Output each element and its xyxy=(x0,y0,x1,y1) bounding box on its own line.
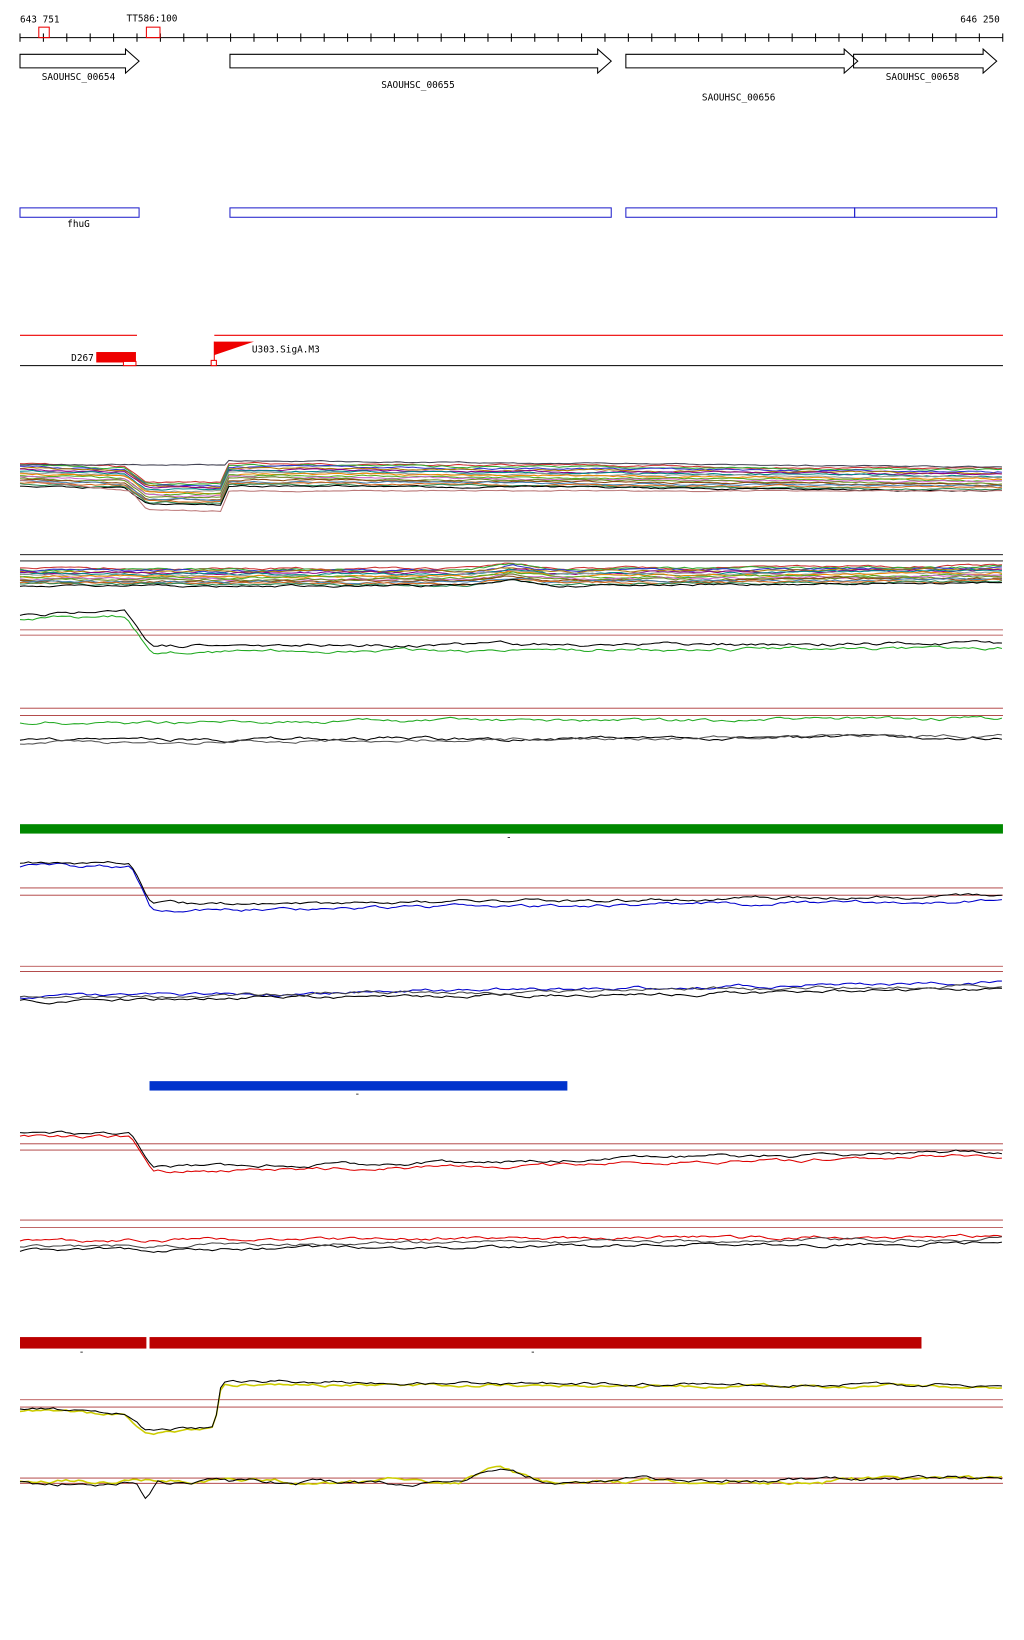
ruler-ticks xyxy=(19,33,1004,42)
signal-line xyxy=(19,987,1002,1005)
track-bar xyxy=(149,1337,922,1349)
signal-tracks xyxy=(19,459,1003,1500)
signal-line xyxy=(19,479,1003,502)
gene-label: SAOUHSC_00658 xyxy=(886,72,960,83)
feature-block xyxy=(210,359,217,367)
marker xyxy=(145,26,161,39)
signal-line xyxy=(19,861,1002,906)
signal-line xyxy=(19,715,1003,726)
gene-label: SAOUHSC_00655 xyxy=(381,80,454,91)
signal-line xyxy=(19,980,1002,1000)
signal-line xyxy=(19,479,1002,512)
gene-label: SAOUHSC_00654 xyxy=(42,72,116,83)
signal-line xyxy=(19,463,1002,486)
ruler-end: 646 250 xyxy=(960,14,1000,25)
signal-line xyxy=(19,570,1003,579)
signal-line xyxy=(19,469,1002,491)
marker xyxy=(38,26,50,39)
signal-line xyxy=(19,464,1002,487)
signal-line xyxy=(19,484,1002,506)
annotation-label: fhuG xyxy=(67,219,90,230)
signal-line xyxy=(19,475,1002,498)
signal-line xyxy=(19,567,1002,574)
signal-line xyxy=(19,734,1003,743)
feature-block xyxy=(96,352,136,363)
annotation-box xyxy=(229,207,612,218)
feature-label: D267 xyxy=(71,353,94,364)
ruler-marker: TT586:100 xyxy=(127,13,178,24)
gene-label: SAOUHSC_00656 xyxy=(702,93,776,104)
signal-line xyxy=(19,733,1002,746)
bar-label: - xyxy=(506,832,512,843)
signal-line xyxy=(19,1379,1002,1431)
annotation-box xyxy=(854,207,998,218)
signal-line xyxy=(19,474,1002,496)
feature-label: U303.SigA.M3 xyxy=(252,344,320,355)
signal-line xyxy=(19,459,1002,468)
signal-line xyxy=(19,1382,1002,1436)
gene-arrow xyxy=(229,47,613,75)
signal-line xyxy=(19,862,1002,913)
bar-label: - xyxy=(530,1347,536,1358)
gene-arrow xyxy=(19,47,140,75)
annotation-box xyxy=(19,207,140,218)
signal-line xyxy=(19,1241,1003,1253)
ruler-start: 643 751 xyxy=(20,14,60,25)
gene-arrow xyxy=(853,47,998,75)
bar-label: - xyxy=(355,1089,361,1100)
signal-line xyxy=(19,1468,1003,1500)
gene-arrows xyxy=(19,47,998,75)
annotation-boxes xyxy=(19,207,998,218)
track-bar xyxy=(20,1337,147,1349)
signal-line xyxy=(19,1134,1002,1174)
bar-label: - xyxy=(79,1347,85,1358)
signal-line xyxy=(19,1233,1003,1243)
signal-line xyxy=(19,483,1002,505)
signal-line xyxy=(19,1130,1003,1169)
signal-line xyxy=(19,984,1002,999)
feature-track xyxy=(19,334,1003,367)
signal-line xyxy=(19,614,1003,655)
signal-line xyxy=(19,1236,1003,1249)
signal-line xyxy=(19,568,1002,577)
signal-line xyxy=(19,1465,1003,1486)
track-bar xyxy=(20,824,1003,834)
gene-arrow xyxy=(625,47,859,75)
signal-line xyxy=(19,461,1002,484)
signal-line xyxy=(19,609,1002,649)
signal-line xyxy=(19,468,1002,490)
ruler xyxy=(19,26,1004,42)
feature-flag xyxy=(214,341,254,356)
signal-line xyxy=(19,570,1003,578)
feature-block xyxy=(122,360,137,367)
track-bar xyxy=(149,1081,568,1091)
signal-line xyxy=(19,476,1002,499)
signal-line xyxy=(19,573,1002,583)
annotation-box xyxy=(625,207,856,218)
signal-line xyxy=(19,579,1002,588)
